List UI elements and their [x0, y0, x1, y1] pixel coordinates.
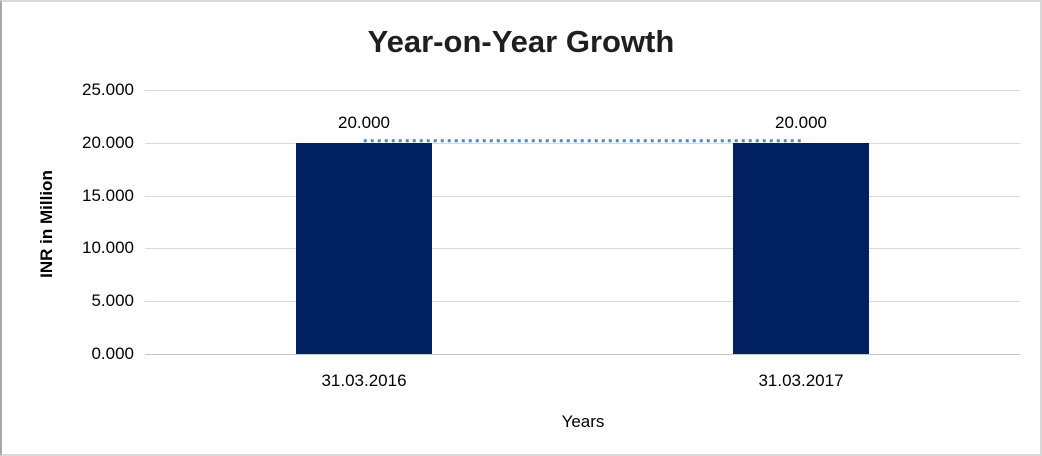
gridline	[145, 143, 1020, 144]
bar	[296, 143, 432, 354]
gridline	[145, 248, 1020, 249]
y-tick-label: 15.000	[82, 186, 134, 205]
y-tick-label: 0.000	[91, 344, 134, 363]
y-tick-label: 20.000	[82, 133, 134, 152]
x-category-label: 31.03.2017	[758, 371, 844, 390]
y-tick-label: 25.000	[82, 80, 134, 99]
gridline	[145, 301, 1020, 302]
y-tick-label: 10.000	[82, 238, 134, 257]
x-category-label: 31.03.2016	[321, 371, 407, 390]
y-tick-label: 5.000	[91, 291, 134, 310]
bar-data-label: 20.000	[338, 113, 390, 132]
x-axis-title: Years	[561, 412, 605, 431]
gridline	[145, 196, 1020, 197]
x-axis-line	[145, 354, 1020, 355]
bar-data-label: 20.000	[775, 113, 827, 132]
bar	[733, 143, 869, 354]
gridline	[145, 90, 1020, 91]
chart-title: Year-on-Year Growth	[367, 24, 675, 59]
